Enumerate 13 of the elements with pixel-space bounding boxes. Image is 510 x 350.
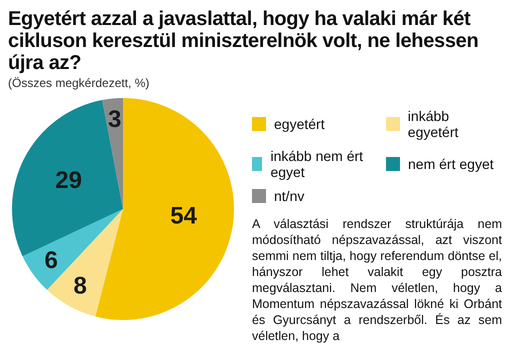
chart-title: Egyetért azzal a javaslattal, hogy ha valaki már két cikluson keresztül miniszterelnök volt, ne lehessen újra az? [8, 8, 480, 74]
legend-label: egyetért [274, 116, 325, 132]
legend-label: inkább egyetért [408, 108, 460, 140]
legend-label: inkább nem ért egyet [270, 148, 364, 180]
data-label: 54 [170, 202, 198, 230]
data-label: 3 [108, 106, 122, 134]
text: A választási rendszer struktúrája nem módosítható népszavazással, azt viszont semmi nem tiltja, hogy referendum döntse el, hányszor lehet valakit egy posztra megválasztani. Nem véletlen, hogy a Momentum népszavazással lökné ki Orbánt és Gyurcsányt a rendszerből. És az sem véletlen, hogy a [252, 216, 502, 344]
legend-label: nt/nv [274, 188, 304, 204]
legend-label: nem ért egyet [408, 156, 494, 172]
data-label: 6 [44, 246, 58, 274]
data-label: 8 [74, 272, 87, 300]
data-label: 29 [55, 166, 82, 194]
chart-subtitle: (Összes megkérdezett, %) [8, 76, 150, 90]
